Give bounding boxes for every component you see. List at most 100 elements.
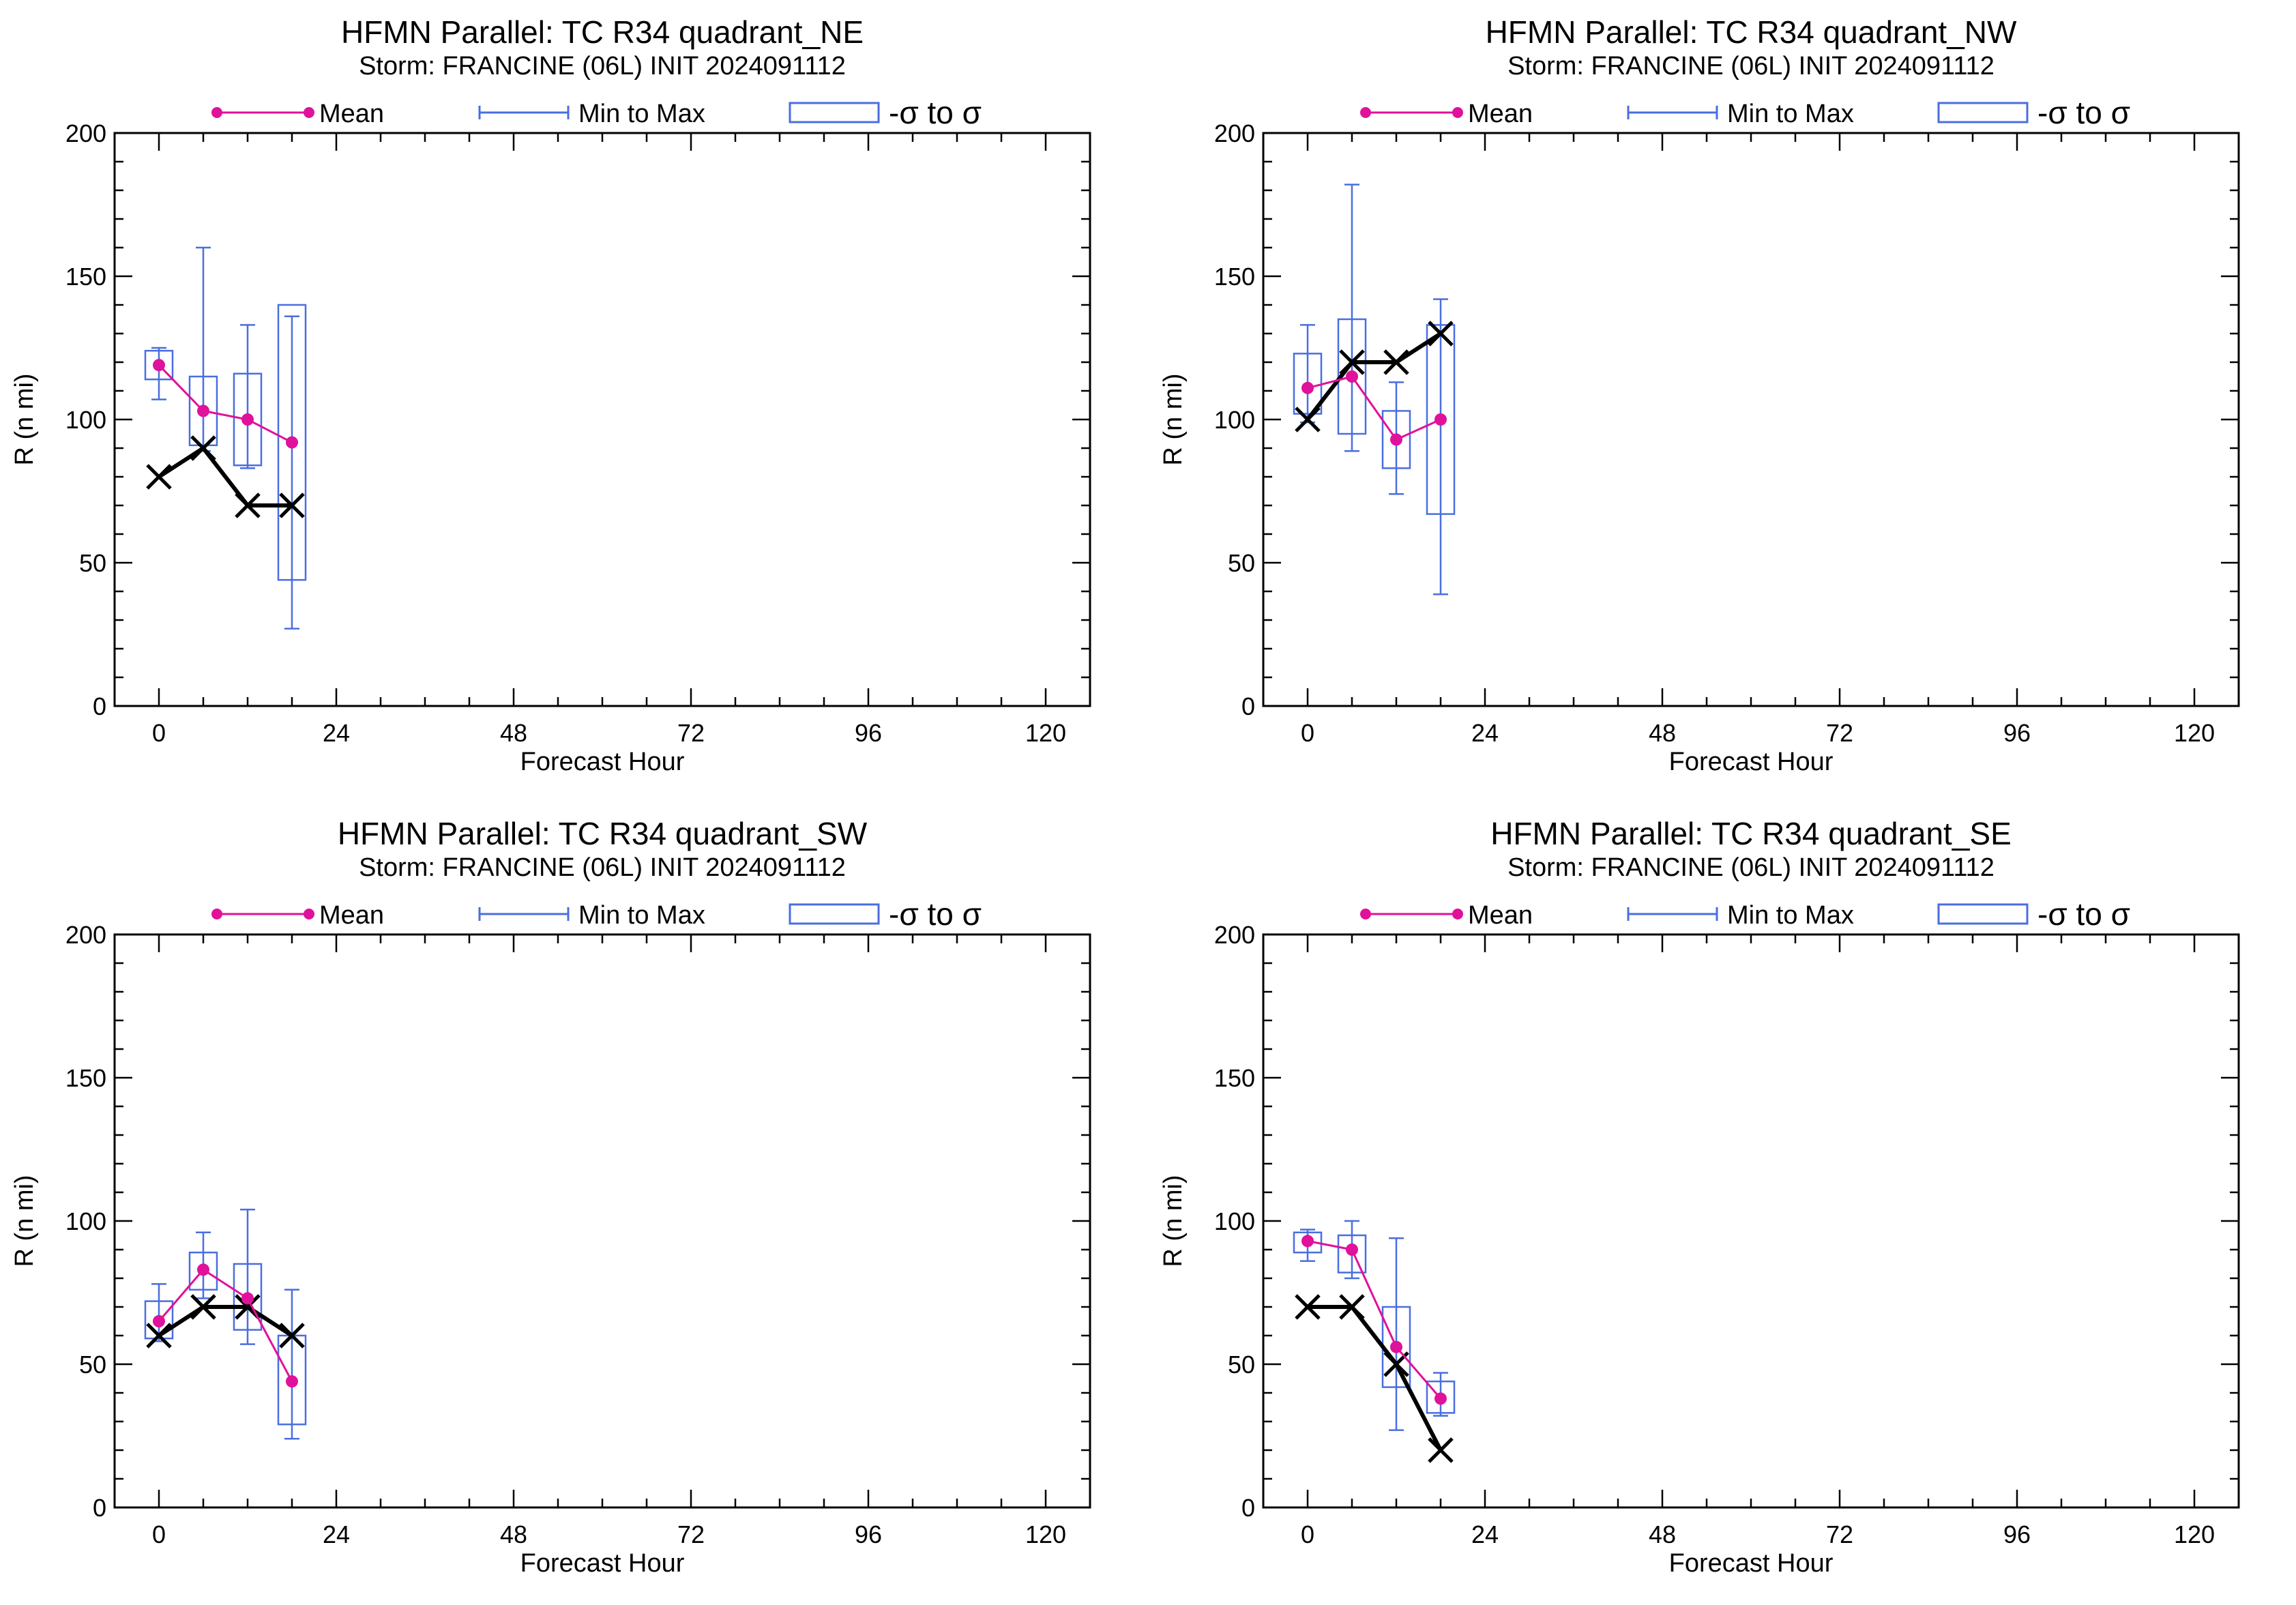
mean-point bbox=[1301, 381, 1314, 394]
legend-range-label: Min to Max bbox=[578, 901, 705, 930]
x-tick-label: 120 bbox=[1025, 719, 1066, 747]
legend-sigma-box bbox=[789, 903, 880, 925]
y-tick-label: 0 bbox=[93, 1494, 106, 1522]
x-tick-label: 96 bbox=[855, 1520, 882, 1548]
y-axis-label: R (n mi) bbox=[1159, 373, 1188, 465]
legend-range-label: Min to Max bbox=[578, 100, 705, 128]
chart-subtitle: Storm: FRANCINE (06L) INIT 2024091112 bbox=[359, 853, 846, 882]
chart-panel-1: HFMN Parallel: TC R34 quadrant_NEStorm: … bbox=[10, 14, 1091, 776]
y-tick-label: 150 bbox=[65, 1064, 106, 1092]
y-tick-label: 0 bbox=[1241, 692, 1255, 720]
legend: Mean Min to Max -σ to σ bbox=[211, 896, 982, 932]
observed-marker bbox=[1428, 321, 1454, 347]
observed-marker-stroke bbox=[1383, 349, 1409, 375]
mean-line bbox=[158, 364, 293, 443]
legend-sigma-box bbox=[789, 102, 880, 123]
observed-marker bbox=[1295, 1294, 1321, 1320]
x-tick-label: 72 bbox=[677, 719, 705, 747]
mean-point bbox=[241, 413, 254, 426]
chart-title: HFMN Parallel: TC R34 quadrant_NE bbox=[341, 14, 864, 50]
y-tick-label: 50 bbox=[1228, 549, 1255, 577]
mean-point bbox=[153, 1315, 165, 1327]
x-tick-label: 48 bbox=[500, 719, 527, 747]
chart-subtitle: Storm: FRANCINE (06L) INIT 2024091112 bbox=[1507, 853, 1995, 882]
x-tick-label: 24 bbox=[1471, 1520, 1499, 1548]
mean-point bbox=[286, 1375, 298, 1388]
x-tick-label: 0 bbox=[152, 719, 166, 747]
observed-marker-stroke bbox=[235, 492, 261, 518]
chart-title: HFMN Parallel: TC R34 quadrant_NW bbox=[1486, 14, 2017, 50]
observed-marker-stroke bbox=[146, 464, 172, 490]
mean-point bbox=[1301, 1235, 1314, 1248]
observed-line bbox=[158, 1305, 293, 1338]
observed-marker bbox=[279, 1323, 305, 1349]
observed-marker bbox=[1295, 407, 1321, 432]
observed-marker bbox=[1428, 1437, 1454, 1463]
x-tick-label: 120 bbox=[1025, 1520, 1066, 1548]
chart-subtitle: Storm: FRANCINE (06L) INIT 2024091112 bbox=[1507, 52, 1995, 80]
legend-sigma-box bbox=[1937, 102, 2029, 123]
mean-line bbox=[158, 1268, 293, 1382]
legend-mean-marker bbox=[1360, 107, 1371, 118]
x-tick-label: 120 bbox=[2174, 1520, 2215, 1548]
y-axis-label: R (n mi) bbox=[10, 1175, 39, 1267]
observed-marker-stroke bbox=[1428, 321, 1454, 347]
y-tick-label: 0 bbox=[1241, 1494, 1255, 1522]
legend: Mean Min to Max -σ to σ bbox=[211, 95, 982, 130]
legend-range-label: Min to Max bbox=[1727, 901, 1854, 930]
observed-line bbox=[1306, 332, 1442, 421]
y-tick-label: 50 bbox=[79, 1351, 106, 1379]
x-tick-label: 120 bbox=[2174, 719, 2215, 747]
mean-point bbox=[1434, 1392, 1447, 1405]
x-tick-label: 48 bbox=[1649, 1520, 1676, 1548]
legend-range-label: Min to Max bbox=[1727, 100, 1854, 128]
legend-sigma-label: -σ to σ bbox=[889, 896, 982, 932]
plot-frame bbox=[1262, 933, 2240, 1509]
legend-sigma-label: -σ to σ bbox=[2037, 896, 2130, 932]
chart-panel-4: HFMN Parallel: TC R34 quadrant_SEStorm: … bbox=[1159, 816, 2240, 1578]
legend-sigma-label: -σ to σ bbox=[889, 95, 982, 130]
x-tick-label: 72 bbox=[1826, 1520, 1853, 1548]
observed-marker-stroke bbox=[190, 1294, 216, 1320]
mean-point bbox=[241, 1292, 254, 1305]
chart-panel-2: HFMN Parallel: TC R34 quadrant_NWStorm: … bbox=[1159, 14, 2240, 776]
legend-mean-label: Mean bbox=[1468, 901, 1533, 930]
chart-title: HFMN Parallel: TC R34 quadrant_SW bbox=[338, 816, 868, 851]
x-tick-label: 96 bbox=[855, 719, 882, 747]
chart-subtitle: Storm: FRANCINE (06L) INIT 2024091112 bbox=[359, 52, 846, 80]
x-tick-label: 24 bbox=[1471, 719, 1499, 747]
mean-point bbox=[197, 404, 209, 417]
y-tick-label: 100 bbox=[65, 406, 106, 434]
mean-point bbox=[1390, 1340, 1402, 1353]
chart-title: HFMN Parallel: TC R34 quadrant_SE bbox=[1490, 816, 2012, 851]
observed-marker bbox=[1339, 349, 1365, 375]
x-axis-label: Forecast Hour bbox=[520, 1549, 685, 1578]
mean-point bbox=[197, 1263, 209, 1276]
x-axis-label: Forecast Hour bbox=[520, 748, 685, 776]
y-tick-label: 150 bbox=[1214, 263, 1255, 291]
y-tick-label: 150 bbox=[65, 263, 106, 291]
observed-marker bbox=[235, 492, 261, 518]
x-tick-label: 24 bbox=[323, 1520, 350, 1548]
y-tick-label: 50 bbox=[79, 549, 106, 577]
y-tick-label: 100 bbox=[65, 1207, 106, 1235]
y-axis-label: R (n mi) bbox=[10, 373, 39, 465]
observed-marker-stroke bbox=[1295, 407, 1321, 432]
legend: Mean Min to Max -σ to σ bbox=[1360, 896, 2130, 932]
legend-mean-marker bbox=[304, 909, 314, 919]
observed-marker-stroke bbox=[279, 1323, 305, 1349]
x-tick-label: 24 bbox=[323, 719, 350, 747]
observed-marker bbox=[1383, 349, 1409, 375]
legend-mean-label: Mean bbox=[319, 100, 384, 128]
plot-frame bbox=[113, 933, 1091, 1509]
mean-line bbox=[1307, 1239, 1442, 1400]
x-tick-label: 0 bbox=[152, 1520, 166, 1548]
legend-mean-label: Mean bbox=[1468, 100, 1533, 128]
y-tick-label: 0 bbox=[93, 692, 106, 720]
mean-line bbox=[1307, 375, 1441, 441]
observed-marker-stroke bbox=[1295, 1294, 1321, 1320]
legend-mean-marker bbox=[211, 909, 222, 919]
mean-point bbox=[1390, 433, 1402, 446]
